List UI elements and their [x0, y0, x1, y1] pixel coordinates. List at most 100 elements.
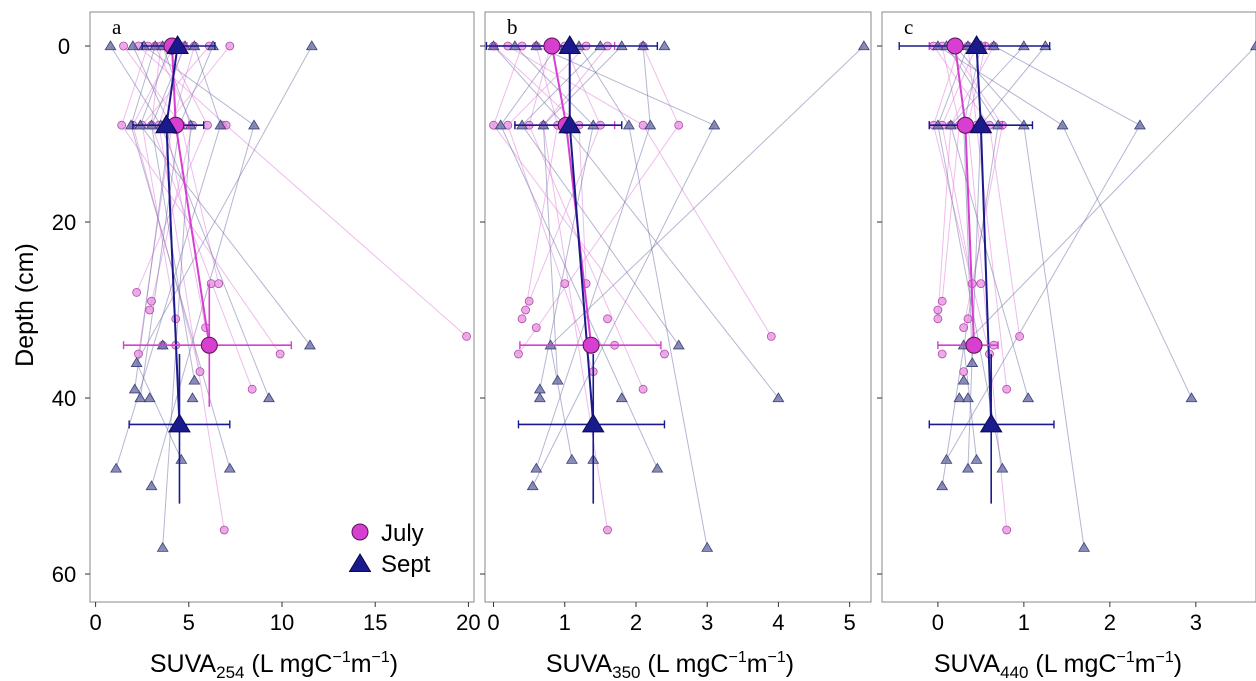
sept-point-25 — [970, 453, 983, 464]
july-point-22 — [976, 279, 986, 289]
sept-point-21 — [962, 392, 974, 403]
july-point-24 — [560, 279, 570, 289]
july-point-21 — [531, 323, 541, 333]
sept-point-16 — [1133, 119, 1146, 130]
sept-point-23 — [615, 392, 628, 403]
sept-point-22 — [188, 374, 201, 385]
plot-area — [104, 35, 471, 552]
sept-point-30 — [701, 541, 714, 552]
panel-letter: c — [904, 15, 913, 39]
x-tick-label-1: 5 — [183, 610, 195, 635]
sept-point-22 — [1022, 392, 1035, 403]
x-tick-label-2: 2 — [630, 610, 642, 635]
sept-point-19 — [957, 374, 970, 385]
sept-point-18 — [248, 119, 260, 130]
sept-point-32 — [156, 541, 169, 552]
x-tick-label-0: 0 — [932, 610, 944, 635]
x-axis-title-main: SUVA — [150, 650, 217, 678]
plot-area — [485, 35, 870, 552]
july-point-25 — [145, 305, 155, 315]
panel-letter: b — [507, 15, 518, 39]
july-point-25 — [603, 314, 612, 324]
sept-mean-point-1 — [155, 114, 178, 134]
x-axis-title-unit2: m — [1135, 650, 1156, 678]
july-point-27 — [1015, 331, 1024, 341]
sept-point-17 — [708, 119, 721, 130]
july-point-27 — [660, 349, 669, 359]
x-tick-label-2: 2 — [1104, 610, 1116, 635]
july-point-30 — [766, 331, 776, 341]
x-axis-title-unit: (L mgC — [1028, 650, 1116, 678]
july-point-28 — [1002, 384, 1012, 394]
x-axis-title-sup1: −1 — [728, 649, 746, 666]
x-tick-label-1: 1 — [559, 610, 571, 635]
sept-mean-point-0 — [965, 35, 988, 54]
x-tick-label-3: 15 — [363, 610, 387, 635]
sept-point-16 — [644, 119, 657, 130]
july-point-23 — [963, 314, 973, 324]
sept-point-21 — [130, 357, 143, 367]
y-axis-title: Depth (cm) — [11, 243, 39, 367]
sept-point-26 — [526, 480, 539, 491]
july-mean-point-0 — [543, 37, 561, 55]
july-point-33 — [195, 367, 205, 377]
x-axis-title-end: ) — [786, 650, 794, 678]
sept-point-25 — [143, 392, 156, 403]
july-point-23 — [132, 287, 142, 297]
legend-july-marker — [351, 523, 369, 541]
sept-point-29 — [223, 462, 236, 473]
x-axis-title-unit2: m — [351, 650, 372, 678]
sept-point-9 — [305, 40, 318, 51]
sept-mean-point-2 — [979, 413, 1003, 433]
sept-point-10 — [494, 119, 507, 130]
july-point-19 — [959, 323, 969, 333]
sept-mean-point-1 — [558, 114, 582, 134]
sept-point-15 — [622, 119, 635, 130]
july-point-19 — [521, 305, 530, 315]
x-tick-label-2: 10 — [270, 610, 294, 635]
x-axis-title-sup2: −1 — [372, 649, 390, 666]
x-tick-label-0: 0 — [89, 610, 101, 635]
x-tick-label-0: 0 — [487, 610, 499, 635]
sept-mean-point-0 — [558, 35, 582, 54]
july-mean-point-0 — [946, 37, 964, 55]
x-axis-title-end: ) — [390, 650, 398, 678]
july-point-26 — [959, 367, 969, 377]
july-point-17 — [933, 305, 943, 315]
plot-area — [898, 35, 1256, 552]
sept-point-27 — [962, 462, 974, 473]
y-tick-label-1: 20 — [52, 210, 76, 235]
july-point-20 — [517, 314, 527, 324]
legend-sept-label: Sept — [381, 551, 431, 578]
july-point-29 — [275, 349, 285, 359]
sept-point-19 — [672, 339, 685, 350]
sept-point-29 — [1078, 541, 1091, 552]
july-point-31 — [603, 525, 612, 535]
july-point-29 — [638, 384, 648, 394]
july-point-35 — [462, 331, 471, 341]
sept-point-9 — [857, 40, 870, 51]
x-axis-title-sup1: −1 — [1116, 649, 1134, 666]
july-point-36 — [219, 525, 229, 535]
july-point-28 — [134, 349, 143, 359]
sept-point-26 — [996, 462, 1009, 473]
x-tick-label-3: 3 — [1190, 610, 1202, 635]
x-axis-title-main: SUVA — [934, 650, 1001, 678]
panel-letter: a — [112, 15, 122, 39]
x-axis-title: SUVA440 (L mgC−1m−1) — [934, 649, 1182, 681]
x-axis-title-subscript: 254 — [216, 663, 244, 681]
sept-mean-point-2 — [581, 413, 605, 433]
x-tick-label-4: 20 — [456, 610, 480, 635]
july-point-22 — [514, 349, 523, 359]
sept-mean-point-1 — [969, 114, 993, 134]
july-point-34 — [247, 384, 257, 394]
july-point-18 — [524, 296, 534, 306]
x-axis-title-unit: (L mgC — [640, 650, 728, 678]
y-tick-label-2: 40 — [52, 386, 76, 411]
x-axis-title-main: SUVA — [546, 650, 613, 678]
sept-point-24 — [134, 392, 147, 403]
legend-july-label: July — [381, 520, 424, 547]
